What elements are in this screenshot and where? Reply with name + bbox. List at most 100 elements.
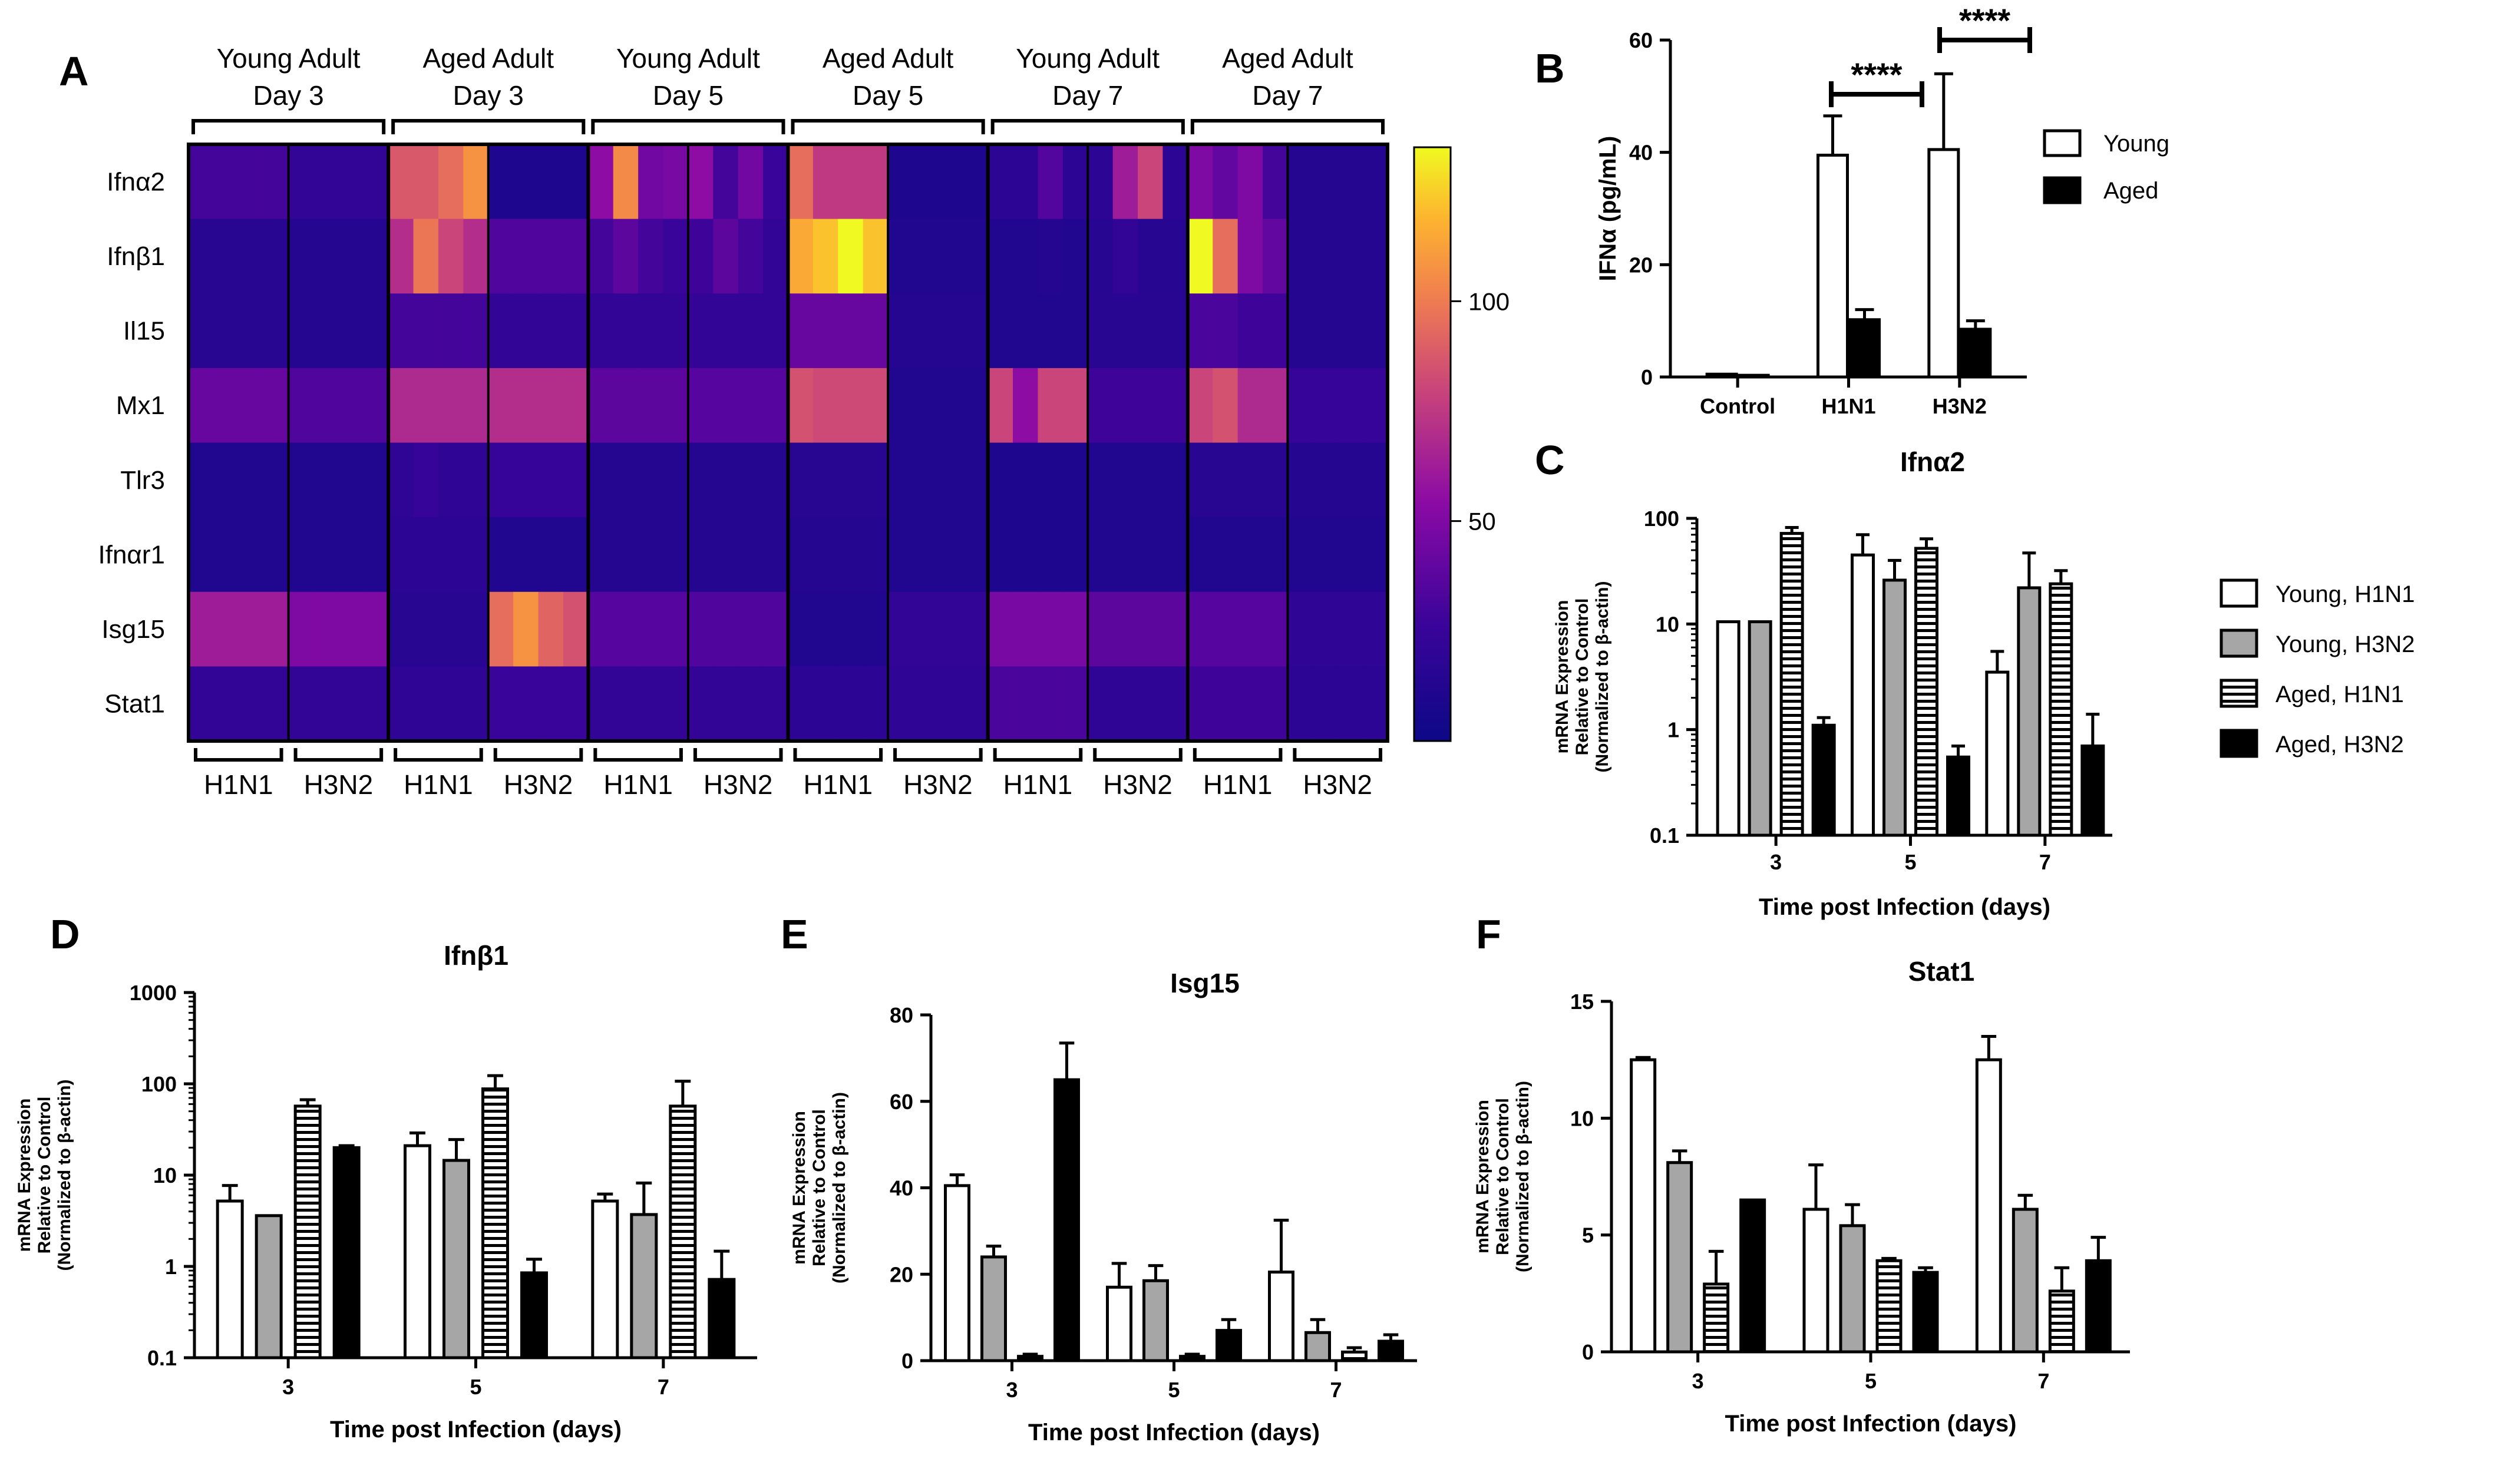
heatmap-cell: [1187, 517, 1213, 593]
heatmap-cell: [613, 144, 639, 220]
heatmap-cell: [987, 144, 1013, 220]
heatmap-cell: [1138, 666, 1164, 742]
heatmap-cell: [1112, 591, 1138, 667]
heatmap-cell: [1013, 368, 1039, 444]
heatmap-cell: [263, 368, 289, 444]
heatmap-cell: [1287, 293, 1313, 369]
bar: [1927, 148, 1960, 379]
bar: [1268, 1271, 1294, 1362]
heatmap-cell: [1263, 144, 1289, 220]
bar: [1816, 153, 1849, 379]
heatmap-cell: [363, 442, 389, 518]
y-axis-label: Relative to Control: [810, 1109, 829, 1266]
panel-letter-a: A: [59, 48, 89, 94]
bar: [944, 1184, 970, 1362]
heatmap-group-bracket: [693, 748, 783, 762]
heatmap-cell: [1362, 368, 1388, 444]
bar: [1630, 1058, 1657, 1354]
heatmap-cell: [563, 517, 589, 593]
bar: [980, 1255, 1007, 1362]
bar-panel-c: C 0.1 1 10 100 3 5 7 Ifnα2 Time post Infection (…: [1535, 437, 2415, 920]
bar: [442, 1159, 470, 1359]
x-tick-label: 3: [1006, 1378, 1018, 1402]
significance-label: ****: [1959, 2, 2010, 39]
heatmap-cell: [288, 293, 314, 369]
heatmap-gene-labels: Ifnα2 Ifnβ1 Il15 Mx1 Tlr3 Ifnαr1 Isg15 Stat1: [98, 167, 165, 718]
bar: [1737, 373, 1770, 379]
heatmap-cell: [1088, 666, 1114, 742]
chart-title: Ifnα2: [1900, 446, 1965, 477]
heatmap-cell: [488, 219, 514, 294]
legend-swatch: [2220, 679, 2258, 708]
bar: [520, 1271, 548, 1359]
heatmap-cell: [1237, 144, 1263, 220]
heatmap-cell: [1162, 517, 1188, 593]
heatmap-cell: [1213, 219, 1238, 294]
chart-title: Isg15: [1170, 968, 1240, 998]
heatmap-cell: [1362, 591, 1388, 667]
y-tick-label: 1000: [130, 981, 177, 1005]
heatmap-condition-label-line1: Young Adult: [1016, 43, 1160, 74]
heatmap-cell: [1237, 666, 1263, 742]
y-axis-label: Relative to Control: [35, 1097, 54, 1254]
heatmap-cell: [763, 666, 789, 742]
y-axis-label: (Normalized to β-actin): [830, 1092, 849, 1284]
x-tick-label: 5: [470, 1375, 481, 1399]
heatmap-cell: [963, 442, 989, 518]
heatmap-cell: [763, 368, 789, 444]
heatmap-group-label: H3N2: [1103, 769, 1173, 800]
heatmap-gene-label: Ifnα2: [107, 167, 165, 196]
heatmap-cell: [238, 442, 264, 518]
heatmap-cell: [1138, 442, 1164, 518]
heatmap-cell: [1362, 666, 1388, 742]
heatmap-cell: [1062, 517, 1088, 593]
heatmap-cell: [388, 368, 414, 444]
bar-panel-d: D 0.1 1 10 100 1000 3 5 7 Ifnβ1 Time post Infecti…: [15, 911, 757, 1443]
heatmap-cell: [963, 368, 989, 444]
legend-label: Aged: [2103, 178, 2158, 204]
heatmap-cell: [1187, 368, 1213, 444]
heatmap-cell: [688, 591, 714, 667]
heatmap-cell: [638, 293, 664, 369]
heatmap-cell: [338, 442, 364, 518]
heatmap-cell: [963, 293, 989, 369]
heatmap-condition-label-line2: Day 3: [253, 80, 323, 111]
heatmap-cell: [588, 293, 614, 369]
heatmap-cell: [863, 368, 889, 444]
heatmap-cell: [613, 293, 639, 369]
heatmap-cell: [1287, 517, 1313, 593]
heatmap-cell: [189, 517, 214, 593]
heatmap-cell: [1337, 293, 1363, 369]
heatmap-cell: [863, 591, 889, 667]
bar: [1882, 578, 1907, 837]
heatmap-cell: [863, 219, 889, 294]
heatmap-cell: [963, 517, 989, 593]
heatmap-cell: [688, 293, 714, 369]
heatmap-cell: [1038, 666, 1064, 742]
heatmap-condition-label-line2: Day 5: [653, 80, 724, 111]
heatmap-cell: [438, 517, 464, 593]
heatmap-cell: [1287, 442, 1313, 518]
heatmap-cell: [1138, 144, 1164, 220]
panel-letter-d: D: [50, 911, 80, 957]
heatmap-cell: [838, 591, 864, 667]
heatmap-cell: [313, 442, 339, 518]
y-tick-label: 60: [890, 1090, 913, 1114]
heatmap-cell: [189, 368, 214, 444]
heatmap-cell: [1187, 219, 1213, 294]
heatmap-cell: [238, 666, 264, 742]
heatmap-cell: [713, 144, 739, 220]
heatmap-cell: [363, 219, 389, 294]
heatmap-cell: [563, 219, 589, 294]
heatmap-cell: [288, 666, 314, 742]
heatmap-cell: [1013, 591, 1039, 667]
y-tick-label: 10: [1656, 612, 1679, 636]
heatmap-condition-label-line1: Aged Adult: [823, 43, 954, 74]
heatmap-cell: [863, 144, 889, 220]
heatmap-cell: [688, 517, 714, 593]
bar: [2017, 586, 2042, 837]
heatmap-group-bracket: [1093, 748, 1183, 762]
heatmap-cell: [813, 219, 838, 294]
heatmap-cell: [538, 591, 564, 667]
